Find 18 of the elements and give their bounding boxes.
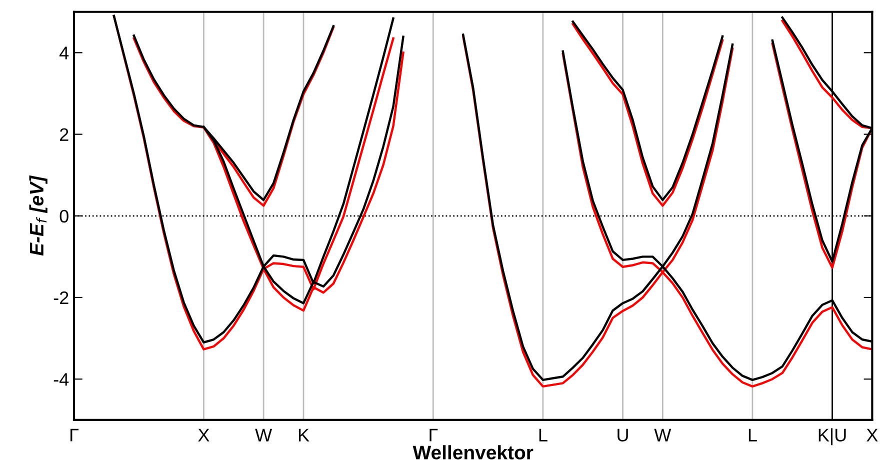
x-axis-title: Wellenvektor — [412, 445, 534, 460]
y-tick-label: 4 — [60, 46, 69, 60]
x-tick-label: X — [198, 428, 210, 442]
x-tick-label: L — [539, 428, 548, 442]
y-axis-title: E-E$_{f}$ [eV] — [29, 175, 48, 256]
y-tick-label: -4 — [54, 373, 69, 386]
x-tick-label: U — [618, 428, 628, 442]
x-tick-label: Γ — [70, 428, 78, 442]
x-tick-label: K — [298, 428, 310, 442]
x-tick-label: W — [255, 428, 272, 442]
y-tick-label: -2 — [54, 291, 68, 304]
x-tick-label: X — [866, 428, 878, 442]
x-tick-label: K|U — [818, 428, 846, 446]
x-tick-label: W — [654, 428, 672, 442]
y-tick-label: 2 — [60, 128, 68, 141]
x-tick-label: L — [748, 428, 757, 442]
y-tick-label: 0 — [60, 210, 68, 223]
x-tick-label: Γ — [430, 428, 438, 442]
